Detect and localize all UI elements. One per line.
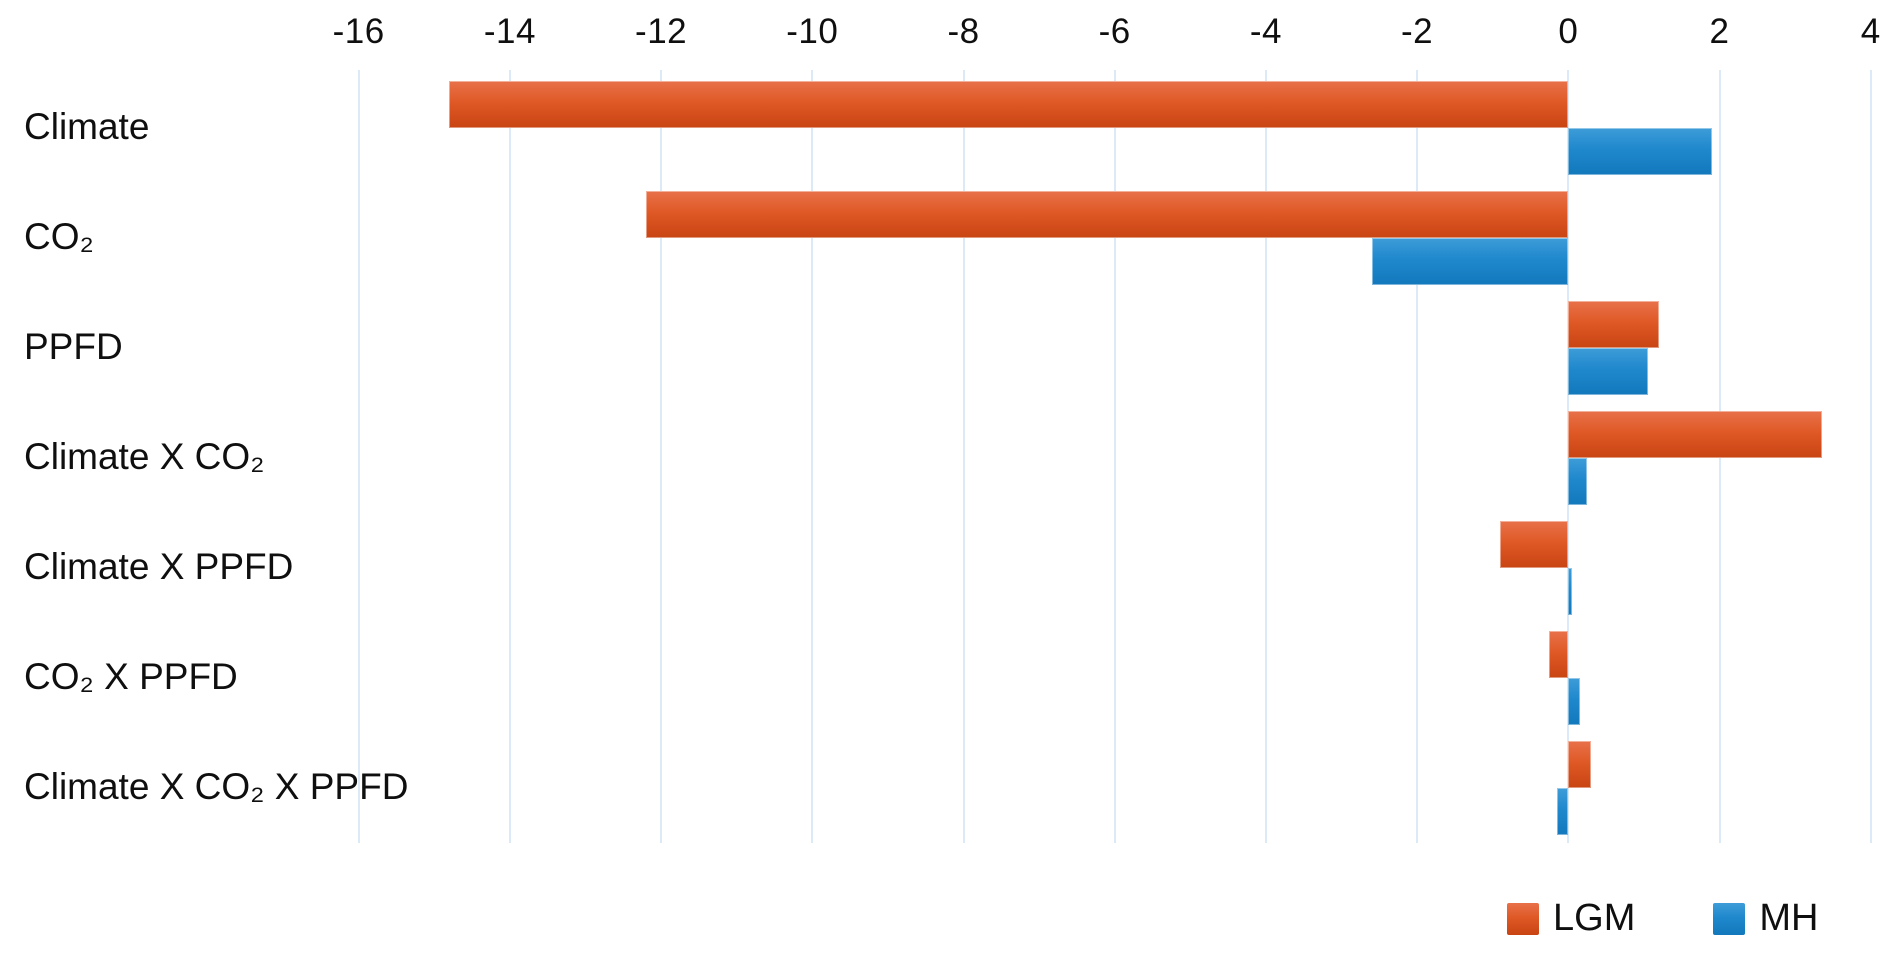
bar-lgm-5 (1549, 631, 1569, 678)
bar-mh-3 (1568, 458, 1588, 505)
legend-item-mh: MH (1713, 897, 1818, 940)
category-label-2: PPFD (24, 326, 123, 367)
bar-mh-6 (1556, 788, 1569, 835)
gridline--6 (1113, 70, 1116, 843)
bar-lgm-1 (645, 191, 1569, 238)
x-tick-label--10: -10 (786, 12, 839, 51)
x-tick-label--8: -8 (947, 12, 980, 51)
x-axis: -16 -14 -12 -10 -8 -6 -4 -2 0 2 4 (0, 0, 1892, 60)
x-tick-label--4: -4 (1249, 12, 1282, 51)
bar-lgm-2 (1568, 301, 1660, 348)
x-tick-label-2: 2 (1709, 12, 1730, 51)
x-tick-label--6: -6 (1098, 12, 1131, 51)
legend-item-lgm: LGM (1507, 897, 1635, 940)
bar-lgm-4 (1500, 521, 1569, 568)
bar-mh-4 (1568, 568, 1573, 615)
bar-mh-1 (1371, 238, 1569, 285)
gridline-4 (1869, 70, 1872, 843)
category-label-3: Climate X CO₂ (24, 436, 265, 477)
category-label-1: CO₂ (24, 216, 94, 257)
legend-swatch-mh (1713, 902, 1746, 935)
gridline--16 (357, 70, 360, 843)
x-tick-label--12: -12 (635, 12, 688, 51)
x-tick-label--16: -16 (332, 12, 385, 51)
gridline--10 (811, 70, 814, 843)
gridline--2 (1416, 70, 1419, 843)
gridline--12 (660, 70, 663, 843)
category-label-0: Climate (24, 106, 150, 147)
gridline--14 (508, 70, 511, 843)
bar-lgm-3 (1568, 411, 1822, 458)
category-label-4: Climate X PPFD (24, 546, 294, 587)
x-tick-label--2: -2 (1401, 12, 1434, 51)
legend-swatch-lgm (1507, 902, 1539, 935)
x-tick-label-0: 0 (1558, 12, 1579, 51)
bar-lgm-6 (1568, 741, 1591, 788)
legend-label-lgm: LGM (1553, 897, 1636, 939)
gridline--8 (962, 70, 965, 843)
bar-mh-5 (1568, 678, 1580, 725)
bar-lgm-0 (449, 81, 1569, 128)
legend-label-mh: MH (1759, 897, 1819, 939)
x-tick-label-4: 4 (1860, 12, 1881, 51)
x-tick-label--14: -14 (483, 12, 536, 51)
category-label-6: Climate X CO₂ X PPFD (24, 766, 409, 807)
bar-mh-2 (1568, 348, 1648, 395)
bar-mh-0 (1568, 128, 1712, 175)
gridline--4 (1264, 70, 1267, 843)
legend: LGM MH (1507, 897, 1818, 940)
category-label-5: CO₂ X PPFD (24, 656, 238, 697)
